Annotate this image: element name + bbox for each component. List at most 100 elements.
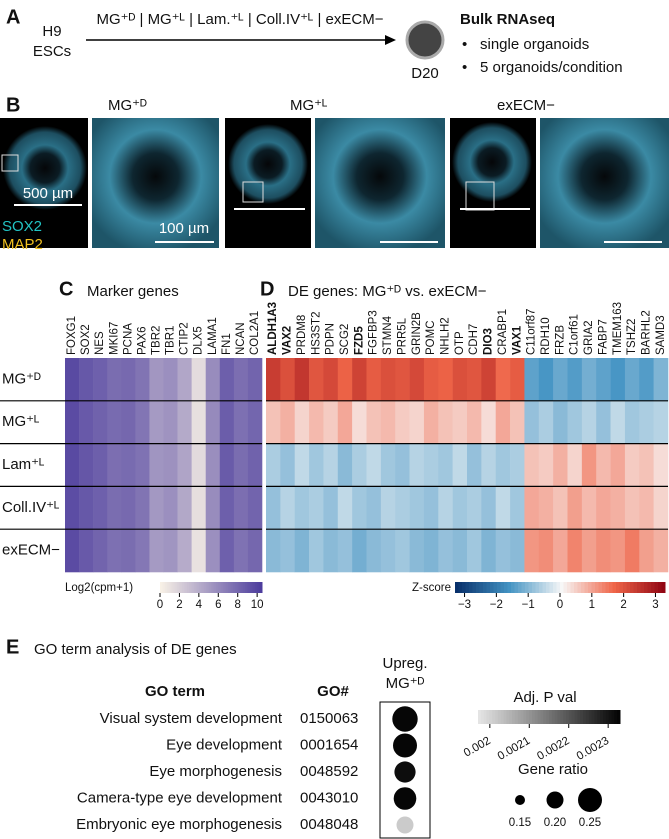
heatmap-cell bbox=[510, 529, 525, 573]
heatmap-cell bbox=[538, 443, 554, 487]
colorbar bbox=[228, 582, 231, 593]
heatmap-cell bbox=[366, 358, 382, 402]
colorbar bbox=[518, 582, 522, 593]
colorbar bbox=[182, 582, 185, 593]
colorbar bbox=[222, 582, 226, 593]
gene-label: SOX2 bbox=[80, 324, 92, 355]
heatmap-cell bbox=[538, 486, 554, 530]
colorbar bbox=[178, 582, 181, 593]
colorbar bbox=[455, 582, 459, 593]
colorbar-tick-label: 8 bbox=[235, 599, 241, 611]
heatmap-cell bbox=[380, 400, 396, 444]
gene-label: PDPN bbox=[325, 323, 337, 355]
heatmap-cell bbox=[352, 400, 367, 444]
panel-letter: A bbox=[6, 6, 20, 28]
heatmap-cell bbox=[395, 400, 410, 444]
colorbar bbox=[209, 582, 212, 593]
heatmap-cell bbox=[538, 400, 554, 444]
colorbar bbox=[532, 582, 536, 593]
heatmap-cell bbox=[93, 486, 108, 530]
colorbar-tick-label: 10 bbox=[251, 599, 264, 611]
go-id: 0001654 bbox=[300, 736, 358, 753]
gene-label: LAMA1 bbox=[207, 317, 219, 355]
row-label: MG⁺ᴸ bbox=[2, 413, 39, 430]
colorbar bbox=[633, 582, 638, 593]
go-term: Eye morphogenesis bbox=[149, 763, 282, 780]
micrograph bbox=[228, 124, 308, 204]
heatmap-cell bbox=[191, 443, 207, 487]
colorbar bbox=[614, 710, 618, 724]
gene-label: NES bbox=[94, 331, 106, 355]
gene-label: POMC bbox=[425, 321, 437, 356]
row-label: MG⁺ᴰ bbox=[2, 370, 41, 387]
gene-label: COL2A1 bbox=[249, 311, 261, 355]
colorbar bbox=[514, 582, 519, 593]
heatmap-cell bbox=[219, 529, 235, 573]
heatmap-cell bbox=[481, 486, 497, 530]
gene-label: TBR2 bbox=[150, 326, 162, 355]
colorbar bbox=[583, 710, 587, 724]
heatmap-cell bbox=[280, 529, 296, 573]
stain-label: SOX2 bbox=[2, 218, 42, 235]
colorbar bbox=[630, 582, 634, 593]
colorbar bbox=[256, 582, 260, 593]
stain-label: MAP2 bbox=[2, 236, 43, 253]
heatmap-cell bbox=[653, 443, 669, 487]
gene-label: PCNA bbox=[122, 323, 134, 355]
colorbar bbox=[246, 582, 249, 593]
colorbar bbox=[600, 710, 604, 724]
plot-frame bbox=[379, 701, 431, 839]
heatmap-cell bbox=[79, 529, 94, 573]
heatmap-cell bbox=[423, 358, 439, 402]
colorbar bbox=[637, 582, 641, 593]
dot bbox=[392, 706, 418, 732]
colorbar-tick-label: −2 bbox=[490, 599, 503, 611]
heatmap-cell bbox=[438, 529, 453, 573]
heatmap-cell bbox=[510, 443, 525, 487]
colorbar bbox=[661, 582, 666, 593]
colorbar bbox=[528, 582, 533, 593]
bullet-text: single organoids bbox=[480, 36, 589, 53]
colorbar bbox=[520, 710, 524, 724]
heatmap-cell bbox=[624, 529, 640, 573]
gene-label: C1orf61 bbox=[569, 314, 581, 355]
colorbar bbox=[234, 582, 237, 593]
colorbar bbox=[567, 582, 571, 593]
colorbar bbox=[170, 582, 173, 593]
go-term: Embryonic eye morphogenesis bbox=[76, 816, 282, 833]
heatmap-cell bbox=[467, 358, 482, 402]
go-term: Eye development bbox=[166, 736, 283, 753]
gene-label: SCG2 bbox=[339, 324, 351, 355]
heatmap-cell bbox=[596, 400, 611, 444]
colorbar bbox=[492, 710, 496, 724]
colorbar-tick-label: 0.0023 bbox=[575, 735, 611, 763]
colorbar-tick-label: −3 bbox=[458, 599, 471, 611]
panel-title: DE genes: MG⁺ᴰ vs. exECM− bbox=[288, 283, 487, 300]
heatmap-cell bbox=[337, 486, 353, 530]
gene-label: OTP bbox=[454, 331, 466, 355]
heatmap-cell bbox=[409, 443, 425, 487]
colorbar bbox=[640, 582, 645, 593]
colorbar bbox=[221, 582, 224, 593]
colorbar bbox=[479, 582, 484, 593]
colorbar bbox=[472, 582, 477, 593]
colorbar bbox=[500, 582, 505, 593]
colorbar bbox=[549, 710, 553, 724]
colorbar bbox=[609, 582, 613, 593]
colorbar bbox=[611, 710, 615, 724]
heatmap-cell bbox=[233, 358, 249, 402]
colorbar bbox=[480, 710, 485, 724]
heatmap-cell bbox=[510, 486, 525, 530]
go-id: 0150063 bbox=[300, 710, 358, 727]
heatmap-cell bbox=[135, 400, 150, 444]
gene-label: TBR1 bbox=[165, 326, 177, 355]
heatmap-cell bbox=[352, 358, 367, 402]
size-legend-label: 0.25 bbox=[579, 817, 601, 829]
heatmap-cell bbox=[409, 486, 425, 530]
heatmap-cell bbox=[610, 529, 626, 573]
colorbar-tick-label: 6 bbox=[215, 599, 221, 611]
colorbar bbox=[612, 582, 617, 593]
heatmap-cell bbox=[380, 443, 396, 487]
heatmap-cell bbox=[438, 486, 453, 530]
gene-label: DIO3 bbox=[483, 328, 495, 355]
